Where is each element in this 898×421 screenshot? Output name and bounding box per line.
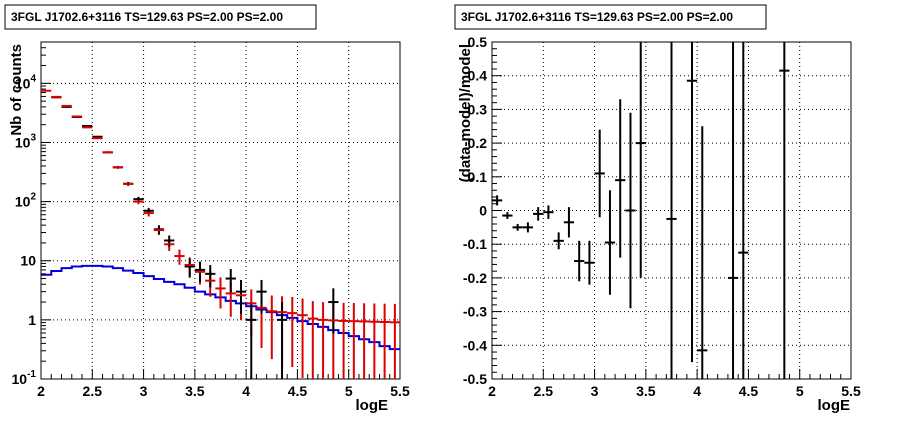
right-y-tick-label: -0.5 <box>463 371 487 387</box>
right-y-tick-label: 0.3 <box>468 101 488 117</box>
right-y-tick-label: -0.4 <box>463 337 487 353</box>
right-y-axis-label: (data-model)/model <box>457 44 474 182</box>
left-grid <box>41 42 400 379</box>
right-x-tick-label: 5 <box>796 383 804 399</box>
left-x-axis-label: logE <box>356 397 389 414</box>
right-ticks: 2 2.5 3 3.5 4 4.5 5 5.5 -0.5 -0.4 -0.3 -0.2 -0.1 0 0.1… <box>463 34 861 399</box>
right-title: 3FGL J1702.6+3116 TS=129.63 PS=2.00 PS=2… <box>461 10 733 24</box>
left-source-histogram <box>41 264 400 351</box>
left-y-tick-label: 1 <box>28 312 36 328</box>
right-title-box <box>454 4 767 30</box>
right-x-tick-label: 2 <box>488 383 496 399</box>
right-y-tick-label: -0.3 <box>463 304 487 320</box>
right-y-tick-label: 0.2 <box>468 135 488 151</box>
left-marks <box>41 89 400 379</box>
right-x-tick-label: 4.5 <box>739 383 759 399</box>
left-y-tick-label: 102 <box>15 192 37 210</box>
left-x-tick-label: 2.5 <box>83 383 103 399</box>
left-title-box <box>4 4 317 30</box>
right-y-tick-label: 0.1 <box>468 169 488 185</box>
left-y-axis-label: Nb of counts <box>8 44 25 136</box>
left-y-tick-label: 10-1 <box>12 369 37 387</box>
left-x-tick-label: 5.5 <box>390 383 410 399</box>
right-y-tick-label: -0.2 <box>463 270 487 286</box>
left-x-tick-label: 3 <box>140 383 148 399</box>
right-x-tick-label: 5.5 <box>841 383 861 399</box>
right-x-tick-label: 4 <box>693 383 701 399</box>
right-y-tick-label: 0.4 <box>468 68 488 84</box>
right-y-tick-label: 0 <box>479 203 487 219</box>
right-x-axis-label: logE <box>818 397 851 414</box>
left-y-tick-label: 10 <box>20 253 36 269</box>
left-x-tick-label: 4.5 <box>288 383 308 399</box>
right-grid <box>492 42 851 379</box>
right-x-tick-label: 2.5 <box>534 383 554 399</box>
right-x-tick-label: 3 <box>591 383 599 399</box>
right-marks <box>492 42 790 379</box>
right-panel: 2 2.5 3 3.5 4 4.5 5 5.5 -0.5 -0.4 -0.3 -0.2 -0.1 0 0.1… <box>454 4 861 414</box>
right-x-tick-label: 3.5 <box>636 383 656 399</box>
left-x-tick-label: 5 <box>345 383 353 399</box>
left-x-tick-label: 4 <box>242 383 250 399</box>
left-title: 3FGL J1702.6+3116 TS=129.63 PS=2.00 PS=2… <box>11 10 283 24</box>
right-y-tick-label: 0.5 <box>468 34 488 50</box>
left-x-tick-label: 3.5 <box>185 383 205 399</box>
left-x-tick-label: 2 <box>37 383 45 399</box>
right-y-tick-label: -0.1 <box>463 236 487 252</box>
